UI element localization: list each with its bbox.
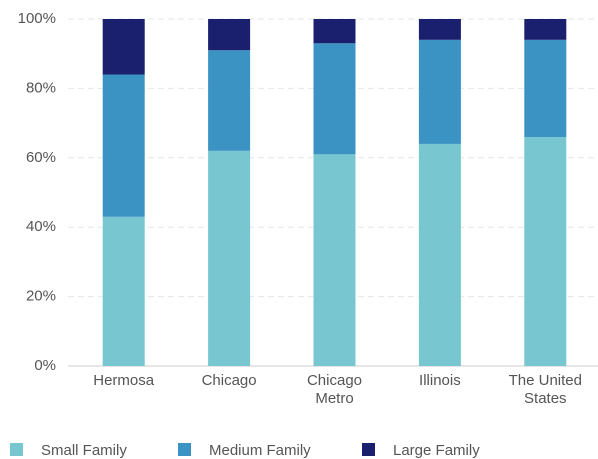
x-tick-label: Chicago	[201, 372, 257, 389]
y-tick-label: 0%	[34, 357, 56, 374]
bar-segment	[418, 19, 461, 40]
bar-segment	[102, 19, 145, 75]
y-tick-label: 100%	[18, 10, 56, 27]
bar-segment	[524, 136, 567, 366]
legend-swatch	[362, 443, 375, 456]
x-tick-label: Illinois	[419, 372, 461, 389]
legend-swatch	[10, 443, 23, 456]
bar-segment	[418, 39, 461, 144]
legend-label: Medium Family	[209, 442, 311, 459]
bar-segment	[524, 39, 567, 137]
y-tick-label: 60%	[26, 149, 56, 166]
legend-label: Small Family	[41, 442, 127, 459]
bar-segment	[102, 216, 145, 366]
legend-swatch	[178, 443, 191, 456]
bar-segment	[208, 19, 251, 51]
bar-segment	[208, 50, 251, 151]
legend-label: Large Family	[393, 442, 480, 459]
x-tick-label: Chicago Metro	[306, 372, 363, 407]
bar-segment	[313, 154, 356, 366]
bar-segment	[418, 143, 461, 366]
y-tick-label: 80%	[26, 79, 56, 96]
bar-segment	[313, 19, 356, 44]
x-tick-label: Hermosa	[93, 372, 155, 389]
y-tick-label: 20%	[26, 288, 56, 305]
bar-segment	[208, 150, 251, 366]
bar-segment	[102, 74, 145, 217]
y-tick-label: 40%	[26, 218, 56, 235]
bar-segment	[313, 43, 356, 155]
x-tick-label: The United States	[508, 372, 582, 407]
bar-segment	[524, 19, 567, 40]
